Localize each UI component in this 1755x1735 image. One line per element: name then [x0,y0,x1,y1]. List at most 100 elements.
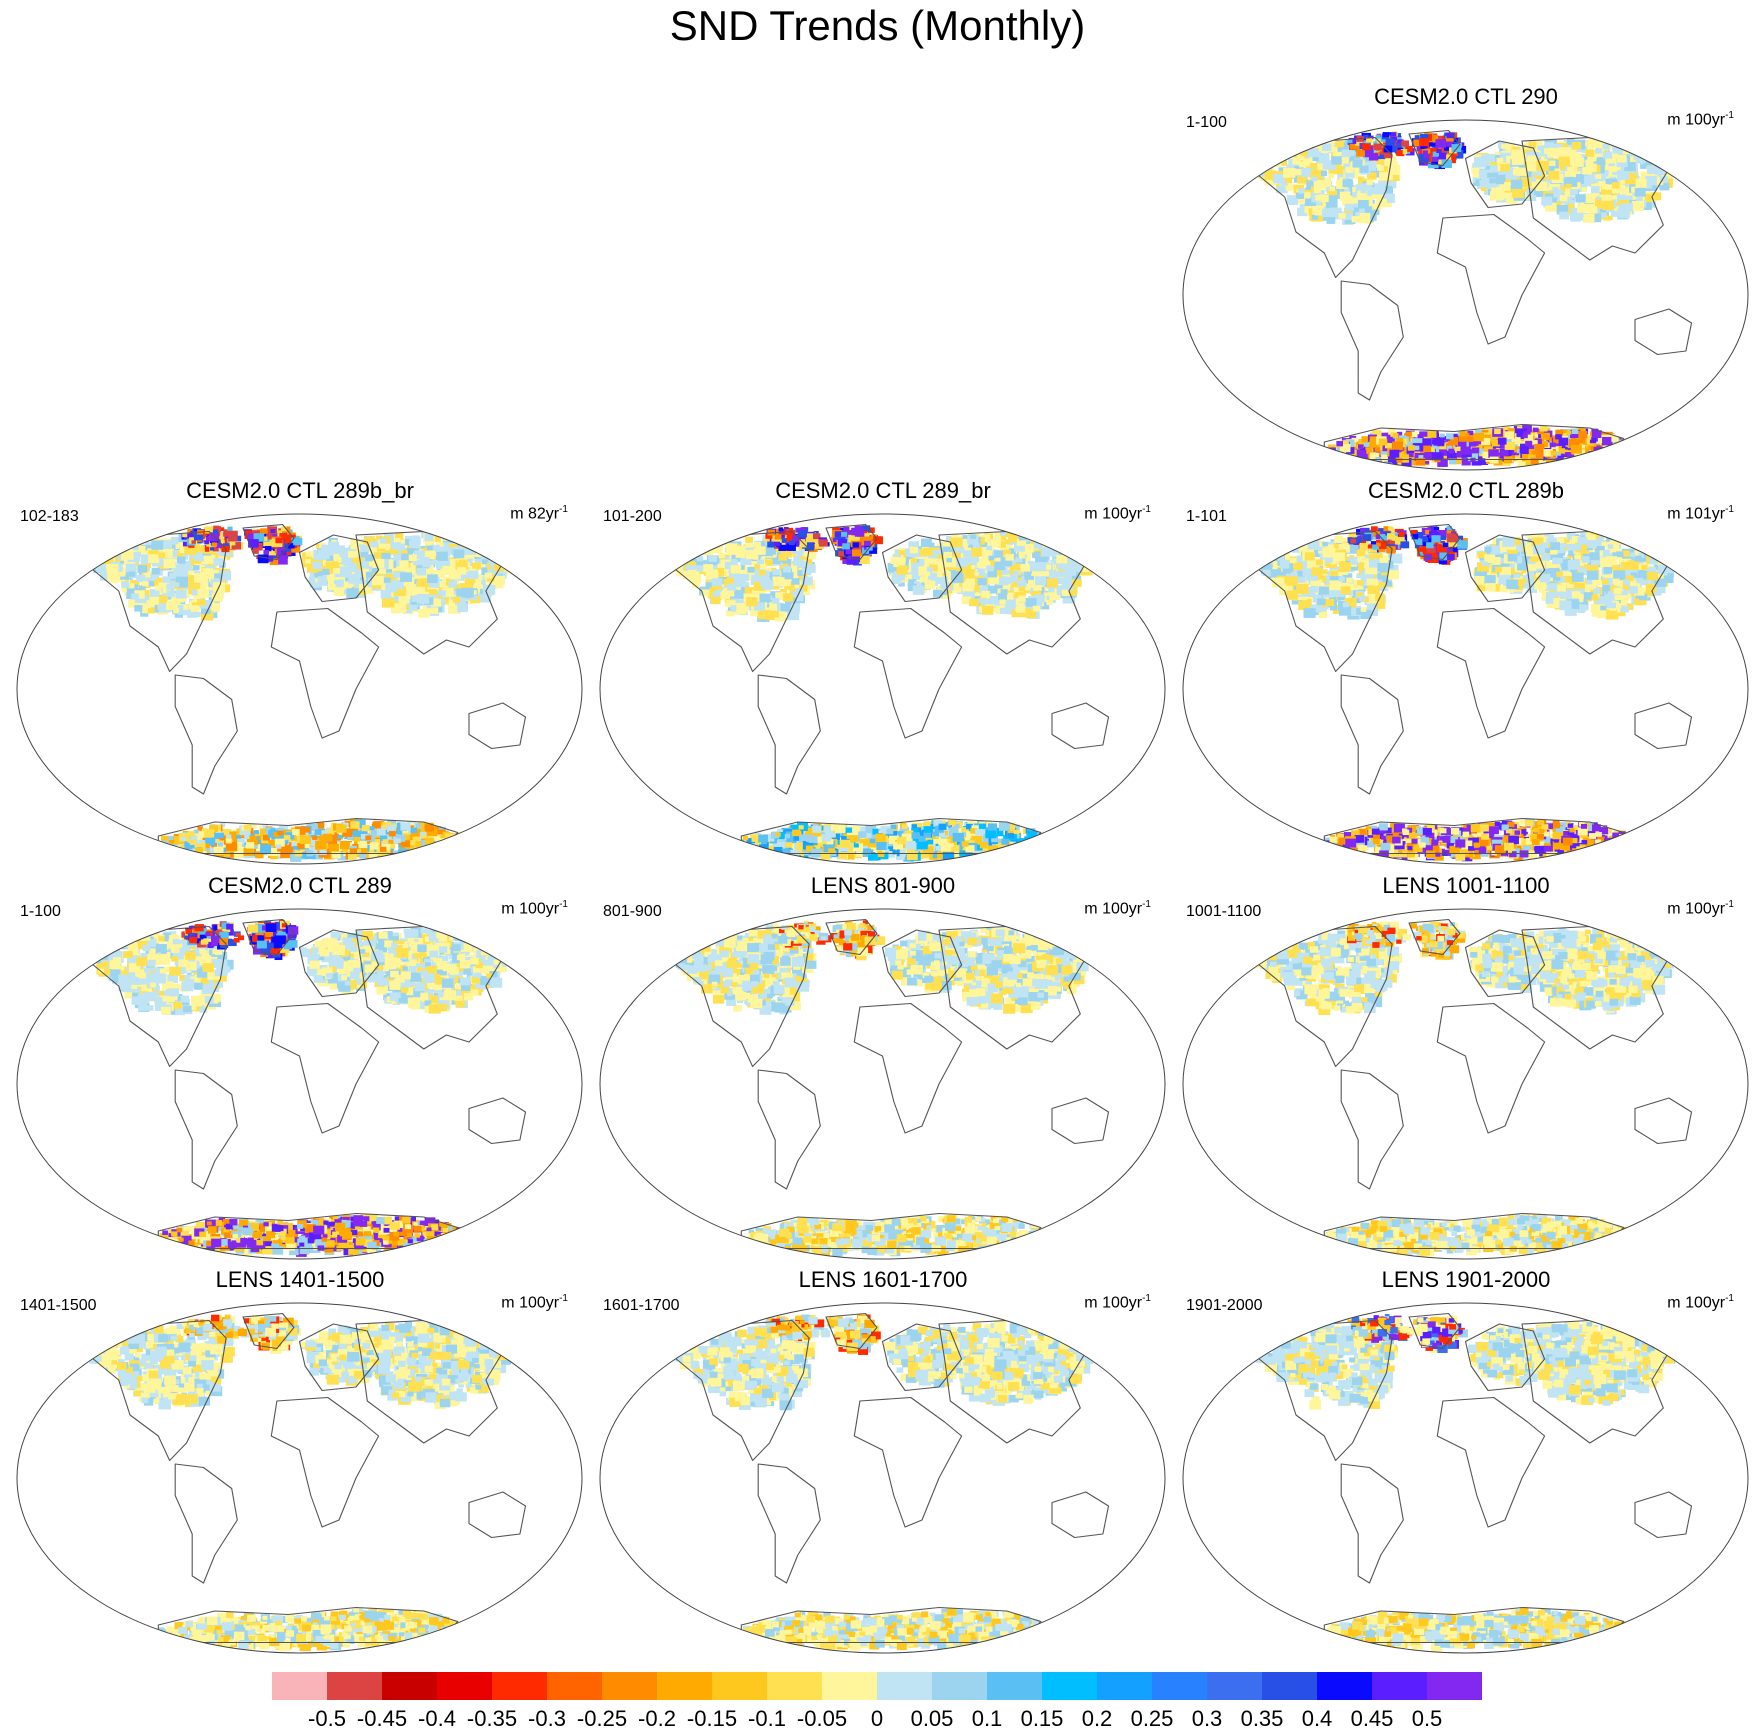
trend-cell [137,565,148,573]
trend-cell [253,533,265,542]
trend-cell [229,540,236,546]
trend-cell [759,564,767,570]
trend-cell [1655,166,1667,176]
trend-cell [1586,435,1592,440]
trend-cell [1651,192,1662,201]
trend-cell [754,546,766,555]
trend-cell [1349,196,1359,204]
trend-cell [407,834,416,841]
trend-cell [1536,160,1549,171]
trend-cell [411,535,421,543]
trend-cell [226,834,232,839]
trend-cell [1516,448,1523,454]
trend-cell [1392,441,1403,451]
trend-cell [1460,446,1471,455]
trend-cell [169,572,178,580]
trend-cell [368,561,375,567]
trend-cell [779,588,787,595]
trend-cell [1616,170,1630,180]
trend-cell [478,592,492,603]
trend-cell [908,541,920,550]
trend-cell [1344,208,1353,215]
trend-cell [268,840,276,847]
trend-cell [197,588,209,598]
trend-cell [1574,180,1587,191]
trend-cell [322,568,330,575]
trend-cell [255,851,264,859]
trend-cell [370,541,379,548]
trend-cell [1419,431,1430,440]
trend-cell [1490,165,1504,175]
trend-cell [477,584,483,589]
trend-cell [354,568,367,578]
trend-cell [1314,210,1322,216]
trend-cell [1643,159,1652,167]
trend-cell [1502,169,1513,178]
trend-cell [158,552,166,558]
trend-cell [187,831,195,837]
trend-cell [219,822,226,828]
trend-cell [284,534,296,544]
trend-cell [1497,452,1509,462]
trend-cell [927,558,935,564]
trend-cell [1418,455,1424,460]
trend-cell [1605,178,1618,189]
trend-cell [1364,140,1372,146]
trend-cell [1020,564,1030,572]
trend-cell [1571,157,1584,167]
trend-cell [978,598,986,604]
trend-cell [200,581,209,588]
trend-cell [369,826,375,831]
trend-cell [1525,458,1535,466]
trend-cell [1636,144,1649,154]
trend-cell [1294,194,1306,204]
trend-cell [910,558,917,563]
trend-cell [1447,437,1459,446]
trend-cell [1451,138,1459,144]
trend-cell [402,834,411,842]
trend-cell [759,593,771,603]
trend-cell [421,579,431,587]
trend-cell [1357,199,1369,209]
trend-cell [1352,173,1359,179]
trend-cell [303,843,310,849]
trend-cell [363,536,373,545]
trend-cell [283,548,292,556]
trend-cell [1556,204,1569,214]
trend-cell [442,587,454,597]
trend-cell [725,595,734,603]
trend-cell [317,549,330,560]
trend-cell [381,577,391,586]
trend-cell [348,574,361,584]
trend-cell [308,576,316,583]
trend-cell [1559,195,1568,202]
trend-cell [321,544,333,554]
trend-cell [1302,192,1311,199]
trend-cell [399,560,409,568]
trend-cell [1482,451,1491,459]
trend-cell [740,556,752,566]
trend-cell [1555,429,1564,436]
trend-cell [480,556,488,562]
trend-cell [1657,153,1664,159]
trend-cell [404,845,415,854]
trend-cell [261,536,268,541]
trend-cell [394,533,404,540]
trend-cell [426,827,438,837]
trend-cell [489,544,501,554]
trend-cell [375,535,382,541]
trend-cell [1577,204,1588,213]
trend-cell [752,589,760,596]
trend-cell [1596,453,1602,458]
trend-cell [1514,454,1521,460]
trend-cell [1522,433,1528,439]
trend-cell [918,566,931,576]
trend-cell [479,538,491,548]
trend-cell [1363,441,1370,446]
trend-cell [440,558,451,566]
trend-cell [1601,195,1612,204]
trend-cell [467,539,479,549]
trend-cell [1586,452,1593,458]
trend-cell [1379,172,1390,181]
trend-cell [1594,148,1602,154]
